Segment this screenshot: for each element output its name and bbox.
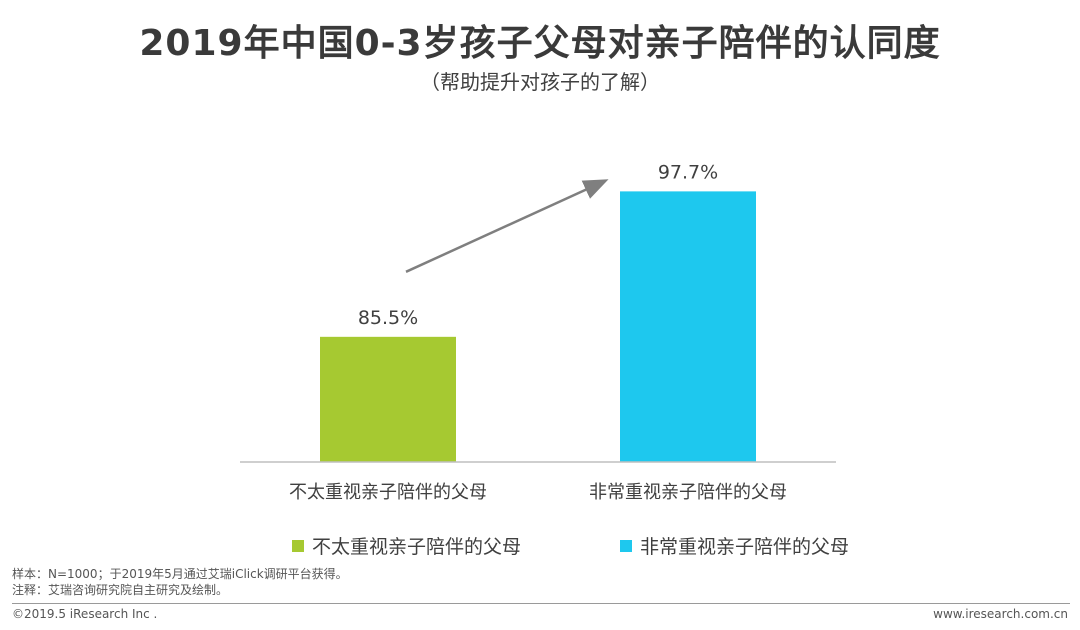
legend-label: 不太重视亲子陪伴的父母	[312, 536, 522, 558]
category-label: 非常重视亲子陪伴的父母	[589, 482, 787, 503]
trend-arrow	[405, 179, 609, 273]
sample-note: 样本：N=1000；于2019年5月通过艾瑞iClick调研平台获得。	[12, 567, 348, 581]
legend-item: 不太重视亲子陪伴的父母	[292, 532, 521, 559]
bar-chart: 85.5% 不太重视亲子陪伴的父母 97.7% 非常重视亲子陪伴的父母	[240, 161, 836, 503]
source-note: 注释：艾瑞咨询研究院自主研究及绘制。	[12, 583, 229, 597]
legend-label: 非常重视亲子陪伴的父母	[640, 536, 850, 558]
footer-divider	[12, 603, 1070, 604]
chart-notes: 样本：N=1000；于2019年5月通过艾瑞iClick调研平台获得。 注释：艾…	[12, 566, 348, 598]
legend-swatch	[620, 539, 632, 552]
chart-subtitle: （帮助提升对孩子的了解）	[420, 70, 660, 94]
data-label: 97.7%	[658, 161, 718, 183]
bar	[620, 191, 756, 463]
legend-item: 非常重视亲子陪伴的父母	[620, 532, 849, 559]
chart-title: 2019年中国0-3岁孩子父母对亲子陪伴的认同度	[139, 23, 941, 64]
website-link[interactable]: www.iresearch.com.cn	[933, 607, 1068, 621]
chart-legend: 不太重视亲子陪伴的父母 非常重视亲子陪伴的父母	[0, 532, 1080, 559]
copyright-text: ©2019.5 iResearch Inc .	[12, 607, 158, 621]
legend-swatch	[292, 539, 304, 552]
data-label: 85.5%	[358, 307, 418, 329]
bar	[320, 336, 456, 462]
category-label: 不太重视亲子陪伴的父母	[289, 482, 487, 503]
